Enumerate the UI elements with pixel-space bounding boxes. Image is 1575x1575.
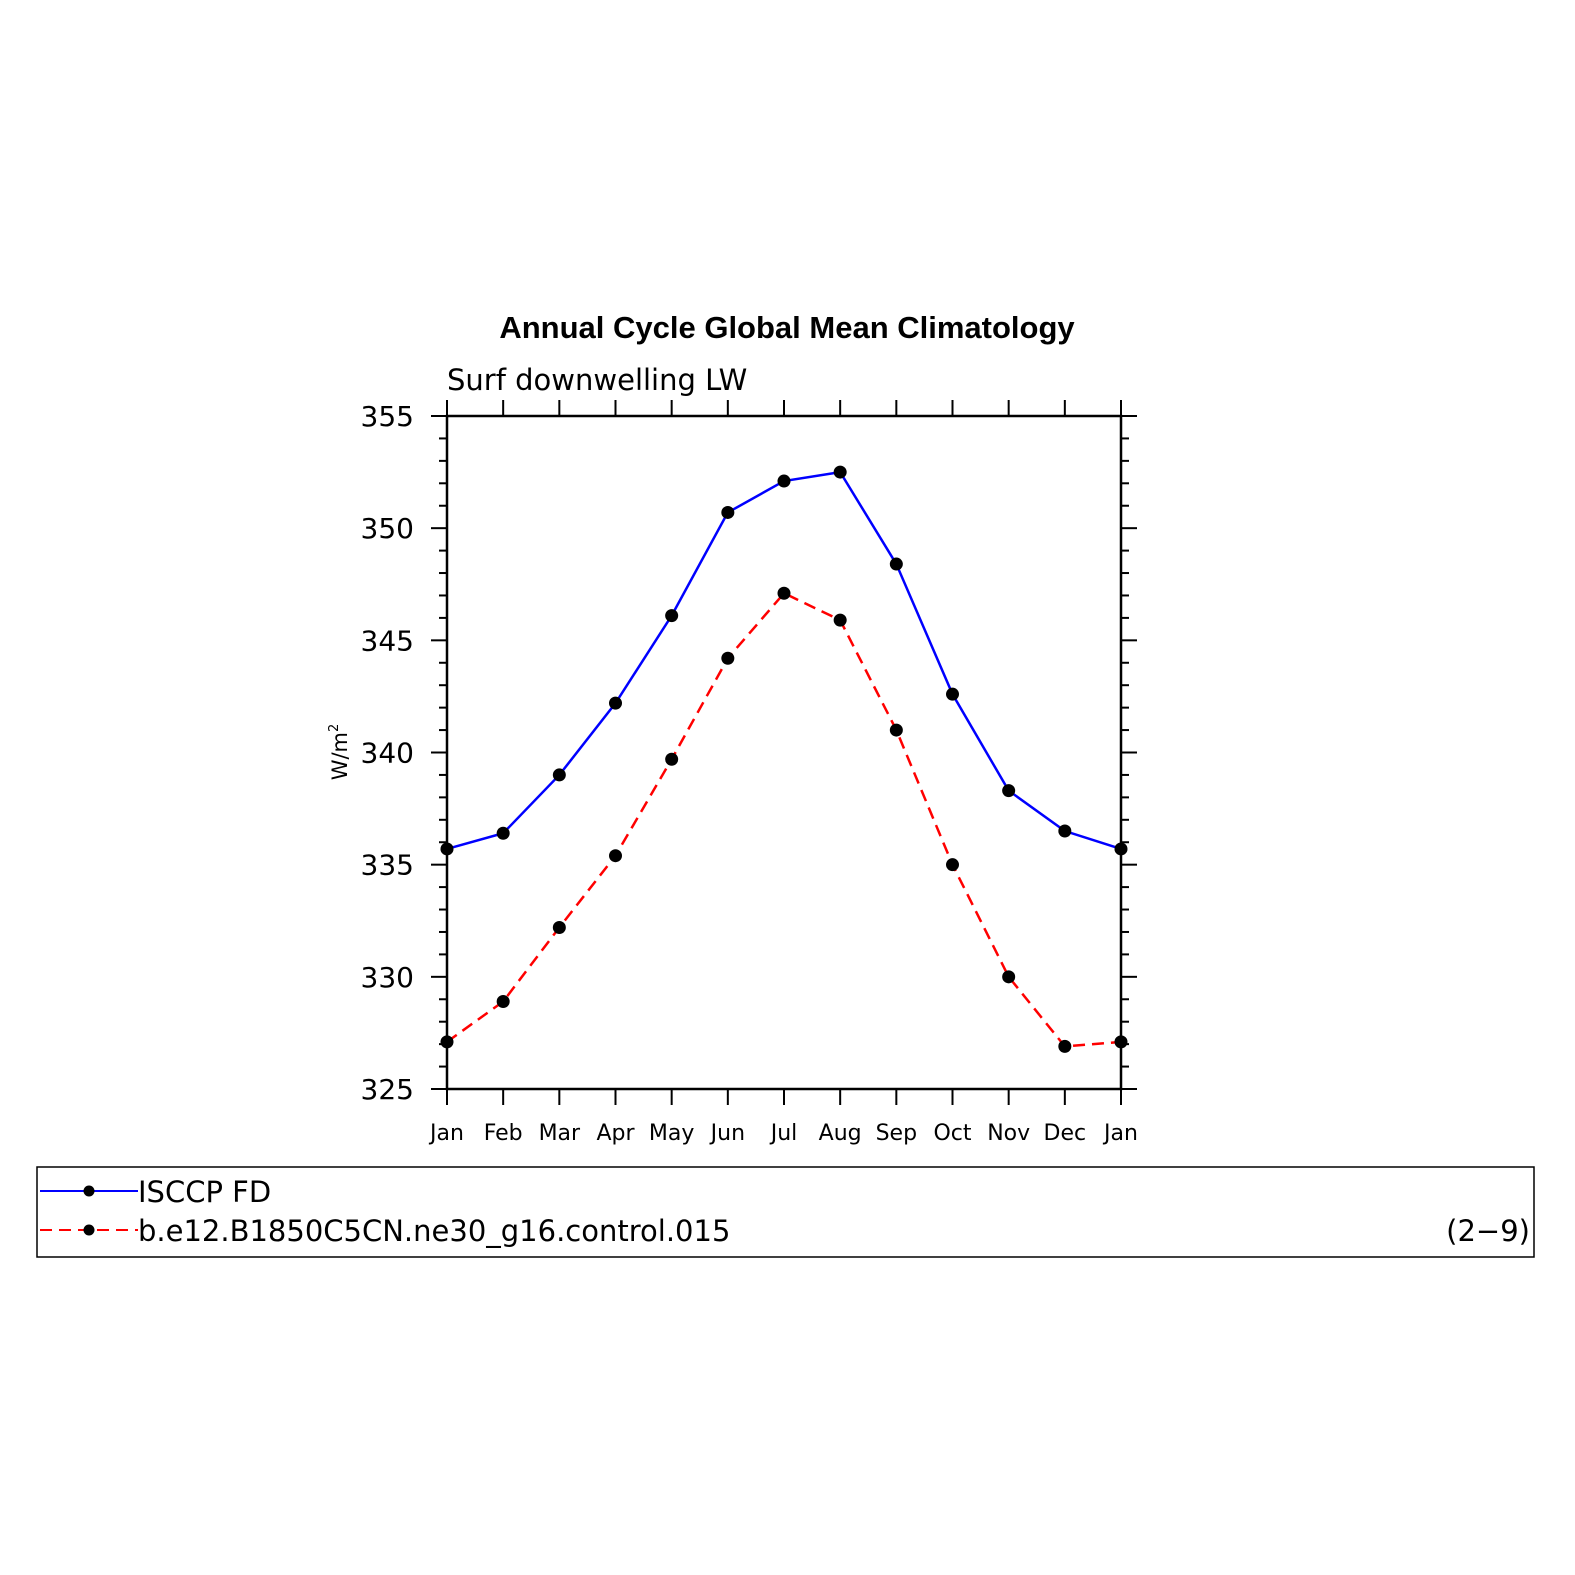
series-1-point xyxy=(946,858,959,872)
series-line-0 xyxy=(446,470,1122,851)
chart-title: Annual Cycle Global Mean Climatology xyxy=(499,310,1075,345)
series-line-1 xyxy=(446,591,1122,1048)
series-1-point xyxy=(496,995,510,1009)
x-tick-label: Jul xyxy=(769,1121,798,1146)
series-1-point xyxy=(777,586,791,600)
series-1-point xyxy=(721,651,735,665)
series-1-point xyxy=(440,1035,454,1049)
series-0-point xyxy=(1114,842,1128,856)
series-0-point xyxy=(552,768,566,782)
legend-entry-isccp: ISCCP FD xyxy=(40,1175,271,1209)
series-1-point xyxy=(1058,1039,1072,1053)
y-tick-label: 325 xyxy=(361,1073,414,1106)
series-0-point xyxy=(721,505,735,519)
series-1-point xyxy=(552,920,566,934)
series-1-point xyxy=(833,613,847,627)
x-tick-label: Oct xyxy=(933,1121,971,1146)
x-tick-label: Feb xyxy=(484,1121,523,1146)
y-tick-label: 330 xyxy=(361,961,414,994)
x-tick-label: Jan xyxy=(428,1121,464,1146)
plot-frame xyxy=(445,414,1123,1091)
y-axis-label-superscript: 2 xyxy=(327,724,342,732)
series-0-point xyxy=(889,557,903,571)
legend-label-isccp: ISCCP FD xyxy=(138,1175,271,1209)
x-tick-label: Sep xyxy=(876,1121,917,1146)
series-0-point xyxy=(496,826,510,840)
x-tick-label: Nov xyxy=(987,1121,1030,1146)
x-tick-label: Jun xyxy=(709,1121,745,1146)
series-0-point xyxy=(946,687,959,701)
series-0-point xyxy=(1058,824,1072,838)
legend-marker-isccp xyxy=(83,1185,95,1197)
y-tick-label: 335 xyxy=(361,849,414,882)
series-0-point xyxy=(609,696,622,710)
y-tick-label: 350 xyxy=(361,512,414,545)
x-tick-label: Aug xyxy=(819,1121,862,1146)
legend-entry-model: b.e12.B1850C5CN.ne30_g16.control.015 xyxy=(40,1214,730,1248)
x-tick-label: May xyxy=(649,1121,694,1146)
legend-marker-model xyxy=(83,1224,95,1236)
y-axis-label: W/m2 xyxy=(327,724,352,781)
legend-box xyxy=(36,1166,1535,1258)
series-0-point xyxy=(440,842,454,856)
series-0-point xyxy=(833,465,847,479)
series-0-point xyxy=(665,609,679,623)
series-1-point xyxy=(1002,970,1016,984)
series-0-point xyxy=(777,474,791,488)
x-tick-label: Mar xyxy=(539,1121,581,1146)
x-tick-label: Apr xyxy=(596,1121,635,1146)
panel-label: (2−9) xyxy=(1446,1214,1530,1248)
chart-subtitle: Surf downwelling LW xyxy=(447,363,747,397)
series-1-point xyxy=(609,849,622,863)
legend-label-model: b.e12.B1850C5CN.ne30_g16.control.015 xyxy=(138,1214,730,1248)
y-axis-label-text: W/m xyxy=(328,732,352,780)
series-1-point xyxy=(1114,1035,1128,1049)
y-tick-label: 355 xyxy=(361,400,414,433)
series-1-point xyxy=(889,723,903,737)
y-tick-label: 345 xyxy=(361,624,414,657)
series-0-point xyxy=(1002,784,1016,798)
x-tick-label: Jan xyxy=(1102,1121,1138,1146)
x-tick-label: Dec xyxy=(1044,1121,1087,1146)
series-1-point xyxy=(665,752,679,766)
svg-text:W/m2: W/m2 xyxy=(327,724,352,781)
y-tick-label: 340 xyxy=(361,737,414,770)
